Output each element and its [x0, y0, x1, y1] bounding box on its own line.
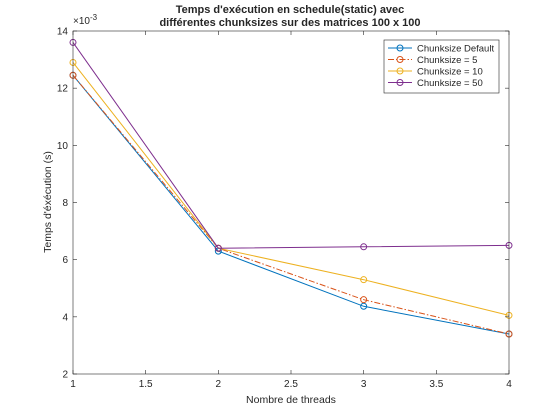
y-exponent-base: ×10 — [73, 16, 90, 27]
series-line — [72, 42, 510, 249]
series-line — [72, 62, 510, 316]
legend-label: Chunksize = 5 — [417, 55, 477, 66]
series-line — [72, 74, 510, 335]
y-exponent-label: ×10-3 — [73, 13, 98, 27]
y-tick-label: 6 — [62, 255, 68, 266]
series-3 — [69, 38, 513, 252]
x-axis-label: Nombre de threads — [246, 394, 336, 406]
legend-item: Chunksize = 5 — [388, 55, 477, 66]
data-point — [360, 296, 368, 304]
y-tick-label: 12 — [57, 84, 69, 95]
legend-marker — [396, 44, 404, 52]
legend-item: Chunksize = 50 — [388, 78, 483, 89]
x-tick-label: 3 — [361, 379, 367, 390]
legend-item: Chunksize Default — [388, 44, 494, 55]
y-tick-label: 2 — [62, 370, 68, 381]
x-tick-label: 1 — [70, 379, 76, 390]
y-tick-label: 10 — [57, 141, 69, 152]
legend-label: Chunksize Default — [417, 44, 494, 55]
x-tick-label: 2.5 — [284, 379, 298, 390]
y-axis-label: Temps d'éxécution (s) — [42, 151, 54, 253]
x-tick-label: 3.5 — [429, 379, 443, 390]
x-tick-label: 1.5 — [139, 379, 153, 390]
data-point — [360, 302, 368, 310]
data-point — [360, 243, 368, 251]
chart-title-line-1: Temps d'exécution en schedule(static) av… — [176, 4, 405, 16]
data-point — [360, 276, 368, 284]
x-tick-label: 4 — [506, 379, 512, 390]
data-point — [214, 244, 222, 252]
axis-layer: 1 1.5 2 2.5 3 3.5 4 2 4 6 8 10 12 14 — [57, 27, 512, 391]
series-line — [72, 74, 510, 335]
legend-label: Chunksize = 10 — [417, 67, 483, 78]
legend-marker — [396, 67, 404, 75]
chart-title-line-2: différentes chunksizes sur des matrices … — [159, 17, 420, 29]
y-tick-label: 8 — [62, 198, 68, 209]
y-exponent-power: -3 — [90, 13, 98, 22]
legend-marker — [396, 56, 404, 63]
legend-marker — [396, 79, 404, 86]
legend-label: Chunksize = 50 — [417, 78, 483, 89]
legend-item: Chunksize = 10 — [388, 67, 483, 78]
series-layer — [69, 38, 513, 338]
y-tick-label: 14 — [57, 27, 69, 38]
x-tick-label: 2 — [216, 379, 222, 390]
y-tick-label: 4 — [62, 312, 68, 323]
